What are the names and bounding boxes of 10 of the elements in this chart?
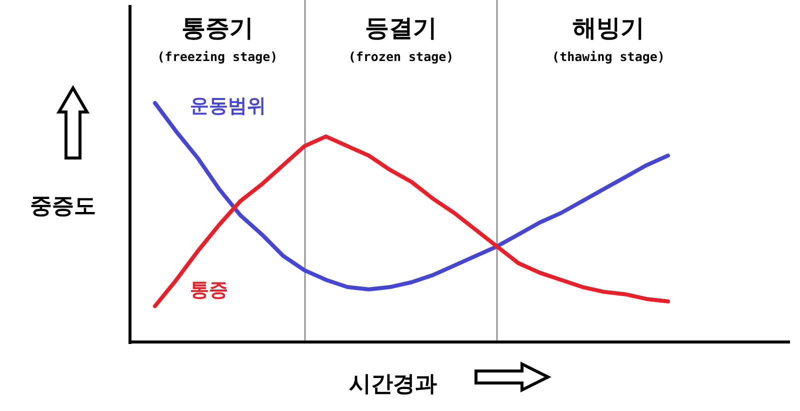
text: 등결기 [365,14,437,42]
text: (frozen stage) [348,49,454,64]
text: (thawing stage) [552,49,665,64]
text: 해빙기 [572,14,644,42]
text: (freezing stage) [157,49,278,64]
series-label: 운동범위 [190,95,266,117]
y-axis-title: 중증도 [30,194,96,219]
x-axis-title: 시간경과 [349,372,437,397]
series-label: 통증 [190,279,228,302]
text: 통증기 [182,14,254,42]
